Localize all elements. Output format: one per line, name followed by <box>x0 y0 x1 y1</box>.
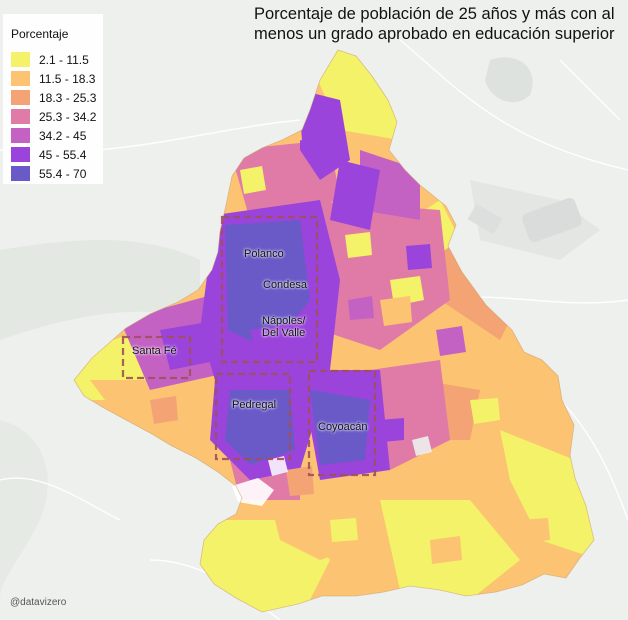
polanco-condesa-box <box>220 215 319 364</box>
legend-swatch <box>11 52 30 67</box>
legend-item: 25.3 - 34.2 <box>11 109 96 124</box>
watermark: @datavizero <box>10 597 67 608</box>
legend-item: 45 - 55.4 <box>11 147 86 162</box>
zone-label-santa-fe: Santa Fé <box>132 345 177 357</box>
pedregal-box <box>214 372 292 461</box>
legend: Porcentaje 2.1 - 11.5 11.5 - 18.3 18.3 -… <box>3 14 103 184</box>
legend-swatch <box>11 109 30 124</box>
legend-title: Porcentaje <box>11 27 69 41</box>
map-title-line1: Porcentaje de población de 25 años y más… <box>254 5 615 23</box>
legend-label: 2.1 - 11.5 <box>39 52 89 67</box>
zone-label-polanco: Polanco <box>244 248 284 260</box>
zone-label-napoles-line1: Nápoles/ <box>262 315 306 327</box>
zone-label-napoles-line2: Del Valle <box>262 327 306 339</box>
legend-item: 55.4 - 70 <box>11 166 86 181</box>
map-title: Porcentaje de población de 25 años y más… <box>254 4 626 44</box>
legend-label: 25.3 - 34.2 <box>39 109 97 124</box>
map-title-line2: menos un grado aprobado en educación sup… <box>254 25 615 43</box>
santa-fe-box <box>121 335 192 380</box>
zone-label-napoles: Nápoles/ Del Valle <box>262 315 305 339</box>
legend-label: 11.5 - 18.3 <box>39 71 96 86</box>
legend-label: 18.3 - 25.3 <box>39 90 97 105</box>
legend-swatch <box>11 128 30 143</box>
legend-label: 45 - 55.4 <box>39 147 87 162</box>
zone-label-pedregal: Pedregal <box>232 399 277 411</box>
legend-item: 2.1 - 11.5 <box>11 52 89 67</box>
zone-label-coyoacan: Coyoacán <box>318 421 368 433</box>
legend-swatch <box>11 147 30 162</box>
legend-swatch <box>11 71 30 86</box>
legend-item: 18.3 - 25.3 <box>11 90 96 105</box>
legend-item: 11.5 - 18.3 <box>11 71 95 86</box>
legend-label: 55.4 - 70 <box>39 166 87 181</box>
legend-swatch <box>11 166 30 181</box>
legend-item: 34.2 - 45 <box>11 128 86 143</box>
zone-label-condesa: Condesa <box>263 279 308 291</box>
legend-swatch <box>11 90 30 105</box>
legend-label: 34.2 - 45 <box>39 128 87 143</box>
coyoacan-box <box>307 369 377 477</box>
